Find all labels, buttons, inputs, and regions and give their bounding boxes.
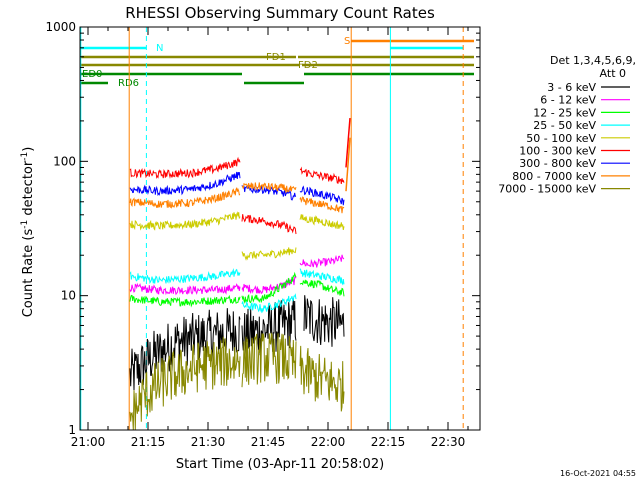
x-axis-label: Start Time (03-Apr-11 20:58:02) [176, 457, 384, 472]
series-segment [130, 158, 240, 178]
x-tick-label: 21:00 [71, 435, 106, 449]
plot-axes: 21:00 21:15 21:30 21:45 22:00 22:15 22:30 1 10 10… [45, 20, 480, 449]
legend-header: Det 1,3,4,5,6,9, [550, 54, 636, 67]
x-tick-label: 22:00 [311, 435, 346, 449]
y-axis-label: Count Rate (s-1 detector-1) [20, 147, 36, 318]
render-timestamp: 16-Oct-2021 04:55 [560, 469, 636, 478]
series-6-12-kev [130, 255, 344, 294]
series-segment [300, 346, 344, 412]
y-tick-label: 1 [68, 423, 76, 437]
series-segment [300, 255, 344, 268]
legend-entry-label: 6 - 12 keV [540, 94, 596, 107]
x-tick-label: 21:30 [191, 435, 226, 449]
legend-entry-label: 7000 - 15000 keV [498, 183, 596, 196]
legend-entry-label: 100 - 300 keV [519, 145, 596, 158]
x-tick-label: 21:45 [251, 435, 286, 449]
series-segment [300, 214, 344, 230]
x-tick-label: 21:15 [131, 435, 166, 449]
flag-label-fd2: FD2 [298, 60, 318, 71]
flag-bars: N S FD1 FD2 ED0 RD6 [80, 36, 474, 89]
series-segment [300, 280, 344, 297]
flag-label-s: S [344, 36, 350, 47]
legend-entry-label: 12 - 25 keV [533, 106, 596, 119]
y-tick-label: 100 [53, 154, 76, 168]
flag-label-rd6: RD6 [118, 78, 139, 89]
legend-entry-label: 3 - 6 keV [547, 81, 596, 94]
series-50-100-kev [130, 212, 344, 259]
series-segment [242, 277, 296, 294]
flag-label-n: N [156, 43, 163, 54]
series-100-300-kev [130, 158, 344, 234]
legend-entry-label: 50 - 100 keV [526, 132, 596, 145]
legend-entry-label: 800 - 7000 keV [512, 170, 596, 183]
series-segment [242, 214, 296, 234]
legend-entry-label: 300 - 800 keV [519, 157, 596, 170]
series-800-7000-kev [130, 182, 344, 213]
legend-header: Att 0 [600, 67, 626, 80]
flag-label-fd1: FD1 [266, 52, 286, 63]
y-tick-label: 10 [61, 289, 76, 303]
series-segment [242, 247, 296, 259]
series-segment [304, 295, 344, 347]
legend-entry-label: 25 - 50 keV [533, 119, 596, 132]
y-tick-label: 1000 [45, 20, 76, 34]
chart-title: RHESSI Observing Summary Count Rates [125, 4, 435, 22]
data-series [130, 118, 350, 430]
x-tick-label: 22:15 [371, 435, 406, 449]
series-12-25-kev [130, 274, 344, 306]
x-tick-label: 22:30 [431, 435, 466, 449]
series-segment [300, 168, 344, 184]
flag-label-ed0: ED0 [82, 69, 102, 80]
